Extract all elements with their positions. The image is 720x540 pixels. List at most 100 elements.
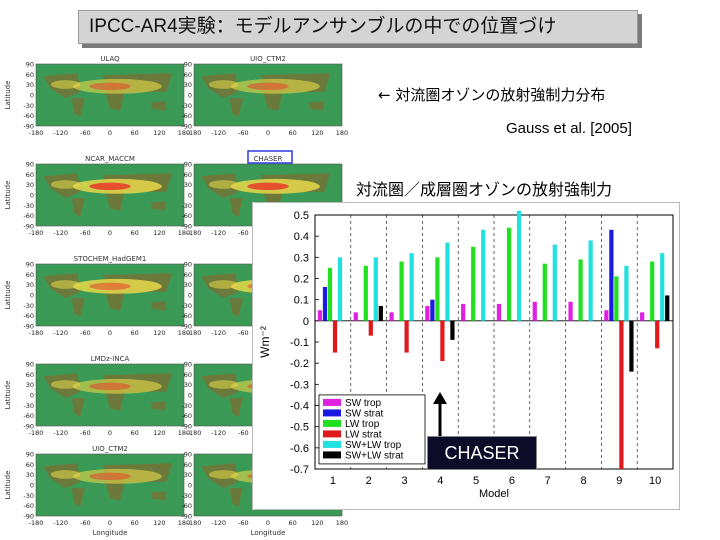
bar (568, 301, 573, 321)
lon-tick-label: -60 (238, 519, 249, 527)
y-axis-label: Wm⁻² (258, 326, 272, 358)
lat-tick-label: -60 (23, 212, 34, 220)
lat-tick-label: 60 (184, 271, 192, 279)
lon-tick-label: -60 (238, 129, 249, 137)
lon-tick-label: -180 (29, 229, 44, 237)
bar (363, 265, 368, 321)
lat-tick-label: 90 (26, 61, 34, 69)
lat-tick-label: 30 (184, 81, 192, 89)
lon-tick-label: 120 (153, 429, 165, 437)
bar (471, 246, 476, 321)
forcing-band-warm-west (208, 180, 239, 189)
y-tick-label: -0.1 (290, 337, 309, 349)
lat-tick-label: 0 (30, 482, 34, 490)
bar (450, 320, 455, 340)
lon-tick-label: -60 (80, 429, 91, 437)
bar (624, 265, 629, 321)
lat-tick-label: -30 (181, 402, 192, 410)
lat-tick-label: 60 (184, 371, 192, 379)
lon-tick-label: -180 (187, 229, 202, 237)
lon-tick-label: 60 (131, 329, 139, 337)
lat-tick-label: -30 (23, 102, 34, 110)
x-tick-label: 7 (545, 475, 551, 487)
continent-africa (262, 88, 283, 111)
lat-tick-label: -90 (181, 323, 192, 331)
lon-tick-label: -180 (187, 129, 202, 137)
lat-tick-label: 0 (188, 392, 192, 400)
lat-tick-label: 30 (184, 381, 192, 389)
forcing-band-warm-west (50, 380, 81, 389)
lon-tick-label: -60 (80, 129, 91, 137)
lat-tick-label: 30 (184, 181, 192, 189)
lon-tick-label: 0 (266, 519, 270, 527)
forcing-band-warm-west (50, 80, 81, 89)
continent-south-america (71, 198, 85, 217)
lat-tick-label: 0 (188, 92, 192, 100)
bar (399, 261, 404, 321)
x-tick-label: 4 (437, 475, 443, 487)
lon-tick-label: -180 (187, 429, 202, 437)
forcing-band-warm-west (208, 380, 239, 389)
lon-tick-label: 120 (153, 329, 165, 337)
lon-tick-label: 0 (108, 129, 112, 137)
lat-tick-label: -30 (23, 402, 34, 410)
lon-tick-label: 120 (153, 129, 165, 137)
chaser-label: CHASER (444, 443, 520, 463)
continent-south-america (229, 298, 243, 317)
lon-tick-label: -60 (80, 229, 91, 237)
bar (532, 301, 537, 321)
x-tick-label: 9 (616, 475, 622, 487)
lat-tick-label: 60 (184, 171, 192, 179)
forcing-band-hot (247, 82, 289, 91)
bar (506, 227, 512, 321)
lon-tick-label: 180 (178, 429, 190, 437)
y-tick-label: 0 (303, 316, 309, 328)
map-title: LMDz-INCA (91, 355, 130, 363)
continent-south-america (71, 398, 85, 417)
lon-tick-label: 60 (131, 429, 139, 437)
forcing-band-hot (89, 472, 131, 481)
lat-tick-label: 90 (184, 161, 192, 169)
lat-tick-label: -90 (23, 123, 34, 131)
map-caption: ← 対流圏オゾンの放射強制力分布 (378, 86, 606, 104)
bar (409, 253, 414, 321)
lon-tick-label: -60 (238, 229, 249, 237)
map-ylabel: Latitude (4, 181, 12, 210)
lon-tick-label: -180 (29, 519, 44, 527)
lat-tick-label: 60 (26, 461, 34, 469)
lat-tick-label: -90 (181, 513, 192, 521)
y-tick-label: 0.4 (294, 231, 309, 243)
continent-australia (151, 201, 167, 211)
lat-tick-label: 30 (184, 471, 192, 479)
lat-tick-label: -30 (23, 302, 34, 310)
y-tick-label: -0.7 (290, 464, 309, 476)
map-title: UIO_CTM2 (250, 56, 286, 63)
bar (332, 320, 338, 353)
continent-south-america (71, 298, 85, 317)
lat-tick-label: 0 (188, 192, 192, 200)
legend-swatch (323, 398, 341, 406)
lat-tick-label: 60 (26, 171, 34, 179)
lon-tick-label: -60 (80, 329, 91, 337)
bar (337, 257, 343, 321)
forcing-chart-panel: 0.5 0.4 0.3 0.2 0.1 0 -0.1 -0.2 -0.3 -0.4 -0.5 -0.6… (252, 202, 680, 510)
bar (389, 312, 394, 321)
legend-swatch (323, 440, 341, 448)
lat-tick-label: -30 (181, 302, 192, 310)
bar (609, 229, 614, 321)
lat-tick-label: -30 (23, 202, 34, 210)
lat-tick-label: 0 (188, 292, 192, 300)
lat-tick-label: -60 (181, 502, 192, 510)
lon-tick-label: 180 (178, 329, 190, 337)
bar (378, 306, 383, 321)
bar (461, 303, 466, 321)
lat-tick-label: 90 (26, 261, 34, 269)
bar (353, 312, 358, 321)
lon-tick-label: 120 (153, 229, 165, 237)
y-tick-label: -0.2 (290, 358, 309, 370)
lon-tick-label: -120 (211, 429, 226, 437)
lon-tick-label: -120 (211, 229, 226, 237)
lon-tick-label: 180 (178, 129, 190, 137)
